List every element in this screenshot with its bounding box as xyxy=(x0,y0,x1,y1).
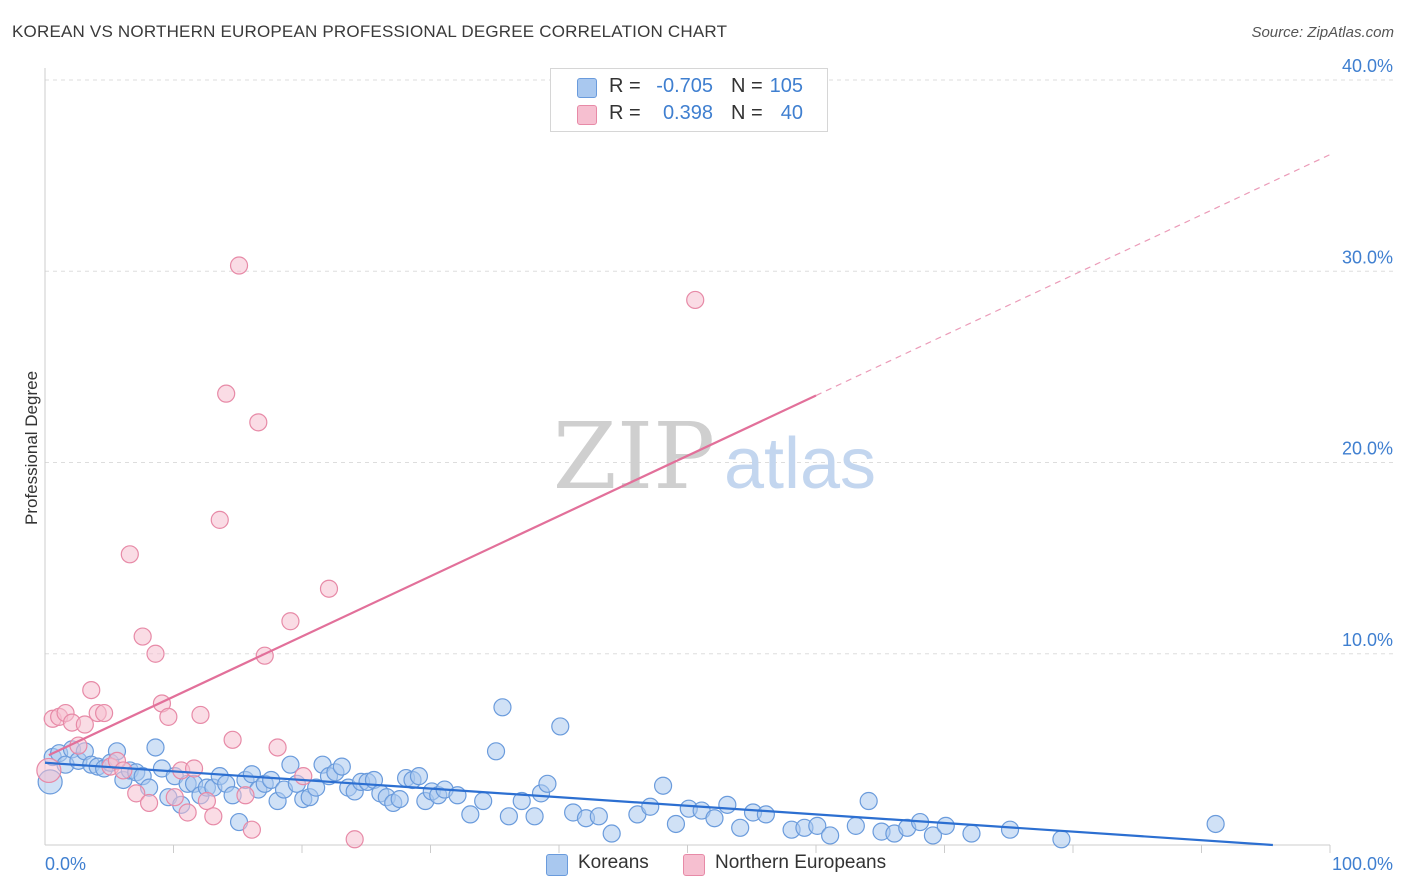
northern-n-value: 40 xyxy=(763,102,803,125)
korean-point xyxy=(706,810,723,827)
korean-point xyxy=(462,806,479,823)
watermark: ZIP atlas xyxy=(553,403,876,510)
northern-trend-line-extension xyxy=(816,155,1330,396)
northern-points xyxy=(37,257,704,848)
northern-point xyxy=(250,414,267,431)
scatter-plot: ZIP atlas 10.0% 20.0% 30.0% 40.0% 0.0% 100.0… xyxy=(0,0,1406,892)
y-tick-labels: 10.0% 20.0% 30.0% 40.0% xyxy=(1342,56,1393,650)
northern-point xyxy=(121,546,138,563)
northern-trend-line xyxy=(49,396,816,756)
x-tick-label: 0.0% xyxy=(45,854,86,874)
northern-legend-label: Northern Europeans xyxy=(715,852,886,874)
x-tick-label: 100.0% xyxy=(1332,854,1393,874)
korean-point xyxy=(147,739,164,756)
korean-point xyxy=(642,798,659,815)
northern-point xyxy=(346,831,363,848)
korean-point xyxy=(603,825,620,842)
korean-point xyxy=(488,743,505,760)
korean-point xyxy=(526,808,543,825)
korean-point xyxy=(667,815,684,832)
korean-point xyxy=(410,768,427,785)
y-tick-label: 20.0% xyxy=(1342,439,1393,459)
koreans-r-value: -0.705 xyxy=(645,75,713,98)
northern-point xyxy=(192,706,209,723)
watermark-atlas: atlas xyxy=(724,424,876,504)
korean-point xyxy=(963,825,980,842)
northern-point xyxy=(115,762,132,779)
korean-point xyxy=(655,777,672,794)
northern-point xyxy=(166,789,183,806)
northern-point xyxy=(96,705,113,722)
korean-point xyxy=(590,808,607,825)
korean-point xyxy=(494,699,511,716)
y-tick-label: 30.0% xyxy=(1342,247,1393,267)
korean-point xyxy=(1053,831,1070,848)
northern-point xyxy=(83,682,100,699)
northern-point xyxy=(231,257,248,274)
northern-point xyxy=(218,385,235,402)
korean-point xyxy=(391,791,408,808)
northern-swatch xyxy=(577,105,597,125)
korean-point xyxy=(860,793,877,810)
korean-point xyxy=(475,793,492,810)
y-axis-label: Professional Degree xyxy=(22,385,42,525)
northern-r-label: R = xyxy=(609,102,641,125)
korean-point xyxy=(539,775,556,792)
northern-point xyxy=(269,739,286,756)
northern-point xyxy=(687,291,704,308)
watermark-zip: ZIP xyxy=(553,403,715,510)
correlation-legend: R = -0.705 N = 105 R = 0.398 N = 40 xyxy=(550,68,828,132)
koreans-n-value: 105 xyxy=(763,75,803,98)
northern-point xyxy=(147,645,164,662)
koreans-legend-label: Koreans xyxy=(578,852,649,874)
korean-point xyxy=(719,796,736,813)
northern-point xyxy=(160,708,177,725)
northern-point xyxy=(198,793,215,810)
korean-point xyxy=(500,808,517,825)
northern-point xyxy=(134,628,151,645)
northern-point xyxy=(320,580,337,597)
korean-point xyxy=(757,806,774,823)
northern-point xyxy=(186,760,203,777)
korean-point xyxy=(937,817,954,834)
korean-point xyxy=(847,817,864,834)
koreans-trend-line xyxy=(45,763,1273,845)
grid-lines xyxy=(45,80,1393,654)
northern-point xyxy=(205,808,222,825)
northern-point xyxy=(295,768,312,785)
korean-point xyxy=(1207,815,1224,832)
koreans-legend-swatch xyxy=(546,854,568,876)
legend-row-northern: R = 0.398 N = 40 xyxy=(551,101,827,127)
koreans-swatch xyxy=(577,78,597,98)
korean-point xyxy=(552,718,569,735)
northern-point xyxy=(141,794,158,811)
northern-point xyxy=(211,511,228,528)
y-tick-label: 10.0% xyxy=(1342,630,1393,650)
korean-point xyxy=(1002,821,1019,838)
northern-point xyxy=(237,787,254,804)
northern-point xyxy=(282,613,299,630)
korean-point xyxy=(333,758,350,775)
northern-n-label: N = xyxy=(731,102,763,125)
northern-r-value: 0.398 xyxy=(645,102,713,125)
koreans-r-label: R = xyxy=(609,75,641,98)
koreans-n-label: N = xyxy=(731,75,763,98)
korean-point xyxy=(822,827,839,844)
northern-point xyxy=(179,804,196,821)
y-tick-label: 40.0% xyxy=(1342,56,1393,76)
northern-point xyxy=(224,731,241,748)
northern-legend-swatch xyxy=(683,854,705,876)
northern-point xyxy=(243,821,260,838)
legend-row-koreans: R = -0.705 N = 105 xyxy=(551,74,827,100)
korean-point xyxy=(732,819,749,836)
